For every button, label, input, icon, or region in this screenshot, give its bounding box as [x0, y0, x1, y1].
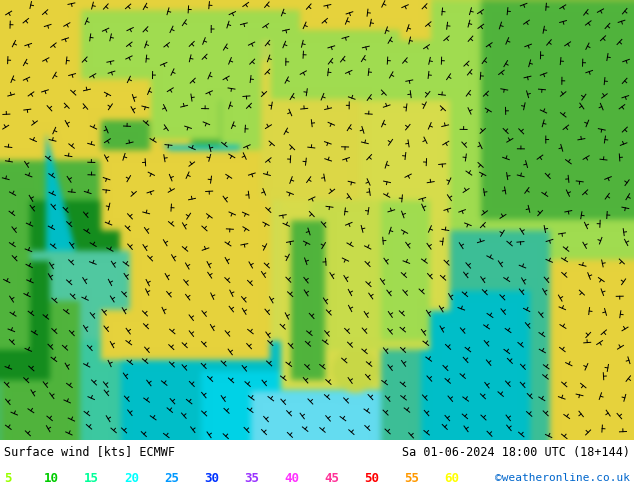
- Text: 25: 25: [164, 471, 179, 485]
- Text: 10: 10: [44, 471, 59, 485]
- Text: ©weatheronline.co.uk: ©weatheronline.co.uk: [495, 473, 630, 483]
- Text: 50: 50: [364, 471, 379, 485]
- Text: 20: 20: [124, 471, 139, 485]
- Text: 55: 55: [404, 471, 419, 485]
- Text: 45: 45: [324, 471, 339, 485]
- Text: Surface wind [kts] ECMWF: Surface wind [kts] ECMWF: [4, 445, 175, 459]
- Text: 30: 30: [204, 471, 219, 485]
- Text: 40: 40: [284, 471, 299, 485]
- Text: 15: 15: [84, 471, 99, 485]
- Text: 60: 60: [444, 471, 459, 485]
- Text: Sa 01-06-2024 18:00 UTC (18+144): Sa 01-06-2024 18:00 UTC (18+144): [402, 445, 630, 459]
- Text: 5: 5: [4, 471, 11, 485]
- Text: 35: 35: [244, 471, 259, 485]
